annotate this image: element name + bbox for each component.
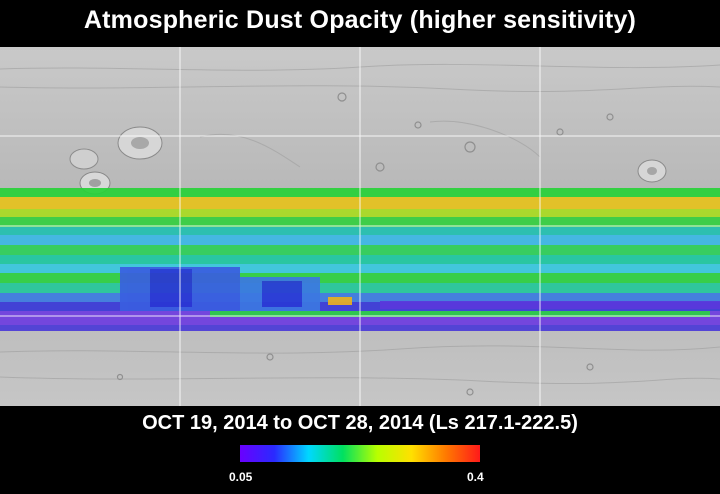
terrain-texture — [0, 63, 720, 384]
date-range-label: OCT 19, 2014 to OCT 28, 2014 (Ls 217.1-2… — [142, 412, 578, 434]
colorbar-gradient — [240, 445, 480, 462]
colorbar-min-label: 0.05 — [229, 470, 253, 484]
mars-dust-map — [0, 47, 720, 406]
dust-low-region — [120, 267, 720, 317]
page-title: Atmospheric Dust Opacity (higher sensiti… — [83, 6, 637, 34]
volcano-elysium — [637, 159, 667, 183]
crater-group — [116, 92, 614, 396]
volcano-tharsis — [117, 126, 163, 160]
colorbar — [240, 445, 480, 462]
volcano-alba — [69, 148, 99, 170]
map-gridlines — [0, 47, 720, 406]
colorbar-max-label: 0.4 — [467, 470, 484, 484]
